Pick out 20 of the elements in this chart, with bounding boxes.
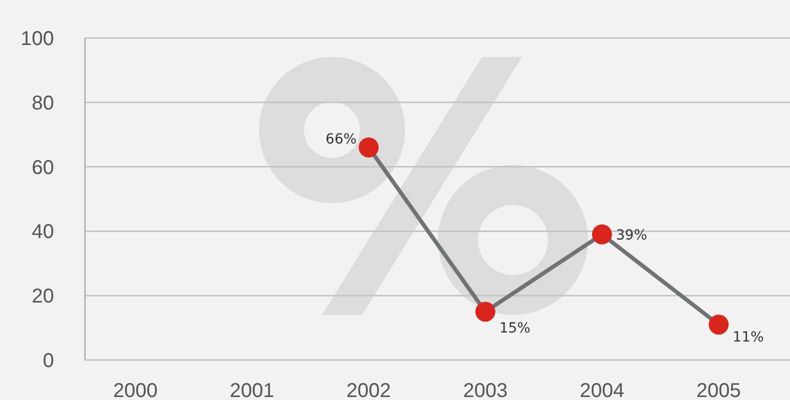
data-label: 39%: [616, 227, 648, 244]
point: [708, 314, 729, 335]
y-tick-label: 40: [32, 221, 54, 244]
x-tick-label: 2000: [113, 380, 158, 400]
x-tick-label: 2005: [696, 380, 741, 400]
data-label: 15%: [499, 320, 530, 337]
point: [358, 137, 379, 158]
data-label: 11%: [732, 330, 764, 346]
y-tick-label: 20: [32, 286, 54, 308]
data-label: 66%: [326, 131, 357, 148]
x-tick-label: 2002: [346, 380, 391, 400]
y-tick-label: 100: [20, 28, 54, 50]
y-tick-label: 60: [32, 156, 54, 179]
x-tick-label: 2001: [230, 380, 274, 400]
y-tick-label: 80: [32, 92, 54, 114]
point: [475, 302, 496, 322]
x-tick-label: 2003: [463, 380, 508, 400]
point: [592, 224, 612, 244]
x-tick-label: 2004: [580, 380, 624, 400]
y-tick-label: 0: [42, 350, 54, 372]
